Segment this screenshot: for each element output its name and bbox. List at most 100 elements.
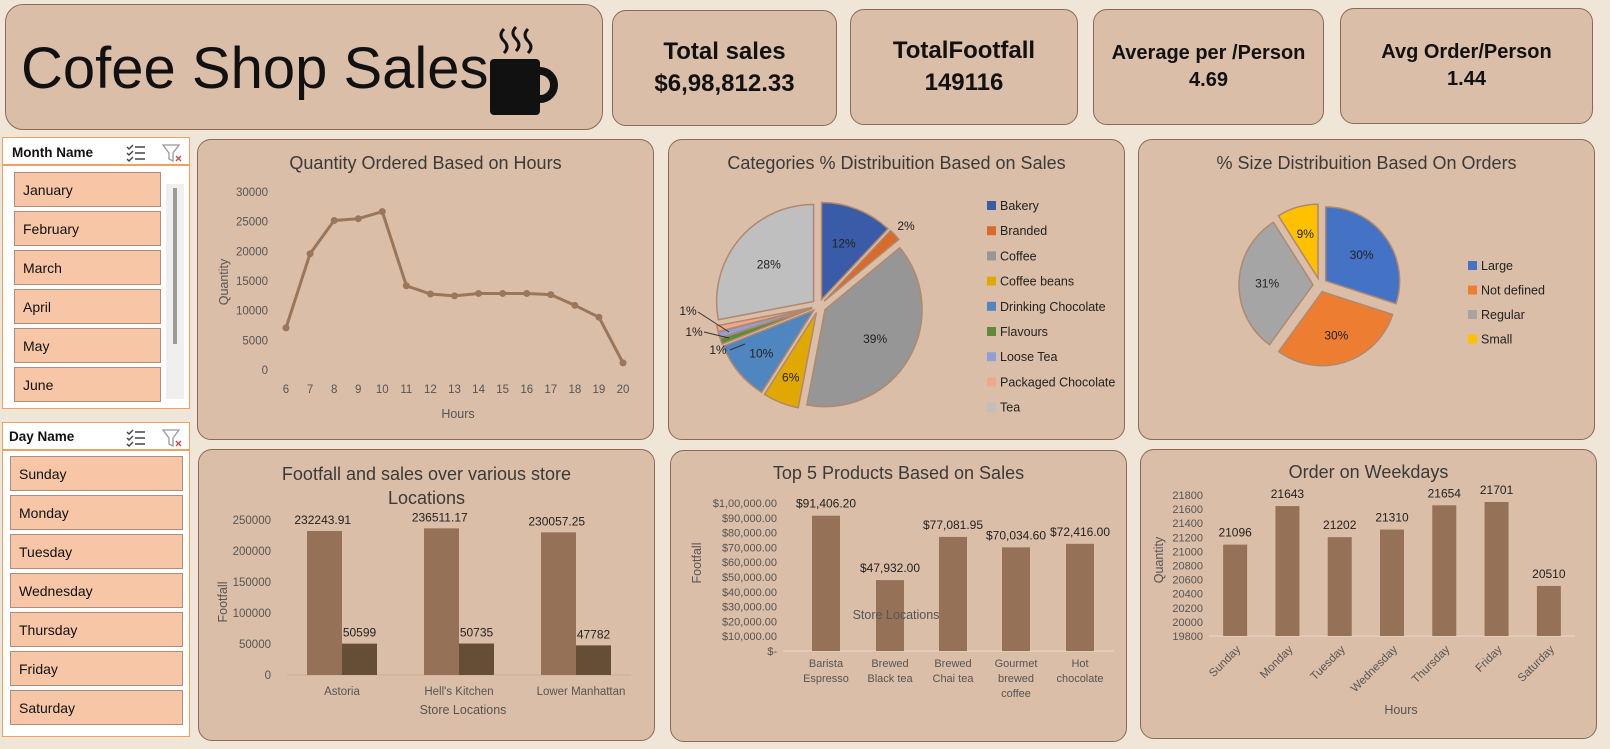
slicer-item-january[interactable]: January <box>14 172 161 207</box>
y-tick-label: 200000 <box>233 546 271 558</box>
y-tick-label: 20600 <box>1172 575 1203 587</box>
hours-chart-panel: Quantity Ordered Based on Hours 0 5000 100… <box>197 139 654 440</box>
multi-select-icon[interactable] <box>125 143 147 163</box>
multi-select-icon[interactable] <box>125 428 147 448</box>
legend-swatch <box>987 251 996 261</box>
bar-value-label: $77,081.95 <box>923 518 983 532</box>
pie-slice <box>1324 206 1401 305</box>
slice-value-label: 31% <box>1255 276 1279 290</box>
page-title: Cofee Shop Sales <box>21 36 489 101</box>
slicer-item-may[interactable]: May <box>14 328 161 363</box>
slicer-item-wednesday[interactable]: Wednesday <box>10 573 183 608</box>
y-tick-label: 21600 <box>1172 504 1203 516</box>
slicer-item-tuesday[interactable]: Tuesday <box>10 534 183 569</box>
x-axis-label: Store Locations <box>853 608 940 622</box>
chart-title: Top 5 Products Based on Sales <box>772 463 1025 483</box>
bar <box>576 645 611 675</box>
y-axis-label: Quantity <box>1152 536 1166 583</box>
data-point <box>619 359 627 367</box>
y-tick-label: 21200 <box>1172 532 1203 544</box>
kpi-value: 1.44 <box>1447 68 1486 90</box>
legend-swatch <box>987 226 996 236</box>
bar-value-label: 47782 <box>577 627 611 641</box>
legend-label: Not defined <box>1481 284 1545 298</box>
pie-slice <box>763 312 818 409</box>
x-tick-label: 9 <box>355 384 361 396</box>
x-tick-label: Thursday <box>1410 643 1453 686</box>
slicer-item-march[interactable]: March <box>14 250 161 285</box>
y-tick-label: $70,000.00 <box>722 542 777 554</box>
x-tick-label: Friday <box>1474 643 1505 674</box>
legend-label: Flavours <box>1000 325 1048 339</box>
coffee-mug-icon <box>490 25 558 115</box>
bar <box>307 531 342 675</box>
x-tick-label: 13 <box>448 384 461 396</box>
data-point <box>523 289 531 297</box>
y-tick-label: 5000 <box>242 335 268 347</box>
pie-slice <box>715 203 815 321</box>
x-tick-label: Lower Manhattan <box>537 686 626 698</box>
bar <box>1223 544 1248 636</box>
y-tick-label: 250000 <box>233 515 271 527</box>
slice-value-label: 1% <box>685 325 703 339</box>
clear-filter-icon[interactable] <box>161 427 183 449</box>
y-tick-label: 21800 <box>1172 490 1203 502</box>
kpi-average-per-person: Average per /Person 4.69 <box>1093 9 1324 125</box>
kpi-label: Avg Order/Person <box>1381 41 1552 63</box>
y-tick-label: 50000 <box>239 639 271 651</box>
x-tick-label: Wednesday <box>1349 643 1400 694</box>
pie-slice <box>1238 221 1314 346</box>
legend-swatch <box>1468 334 1477 344</box>
legend-swatch <box>987 377 996 387</box>
slicer-item-friday[interactable]: Friday <box>10 651 183 686</box>
slice-value-label: 6% <box>782 370 800 384</box>
data-point <box>282 324 290 332</box>
legend-label: Loose Tea <box>1000 350 1058 364</box>
categories-pie-chart: 12% 2% 39% 6% 10% 1% 1% 1% 28% Bakery Branded Coffe… <box>679 199 1115 415</box>
bar-value-label: $47,932.00 <box>860 561 920 575</box>
slice-value-label: 39% <box>863 332 887 346</box>
slice-value-label: 10% <box>749 347 773 361</box>
legend-label: Regular <box>1481 308 1525 322</box>
slicer-item-saturday[interactable]: Saturday <box>10 690 183 725</box>
slicer-item-sunday[interactable]: Sunday <box>10 456 183 491</box>
slicer-item-thursday[interactable]: Thursday <box>10 612 183 647</box>
y-tick-label: $80,000.00 <box>722 528 777 540</box>
clear-filter-icon[interactable] <box>161 142 183 164</box>
slicer-scrollbar[interactable] <box>166 184 184 399</box>
bar-value-label: 21096 <box>1218 526 1252 540</box>
legend-swatch <box>987 201 996 210</box>
legend-label: Drinking Chocolate <box>1000 300 1106 314</box>
legend-swatch <box>987 327 996 336</box>
kpi-total-sales: Total sales $6,98,812.33 <box>612 10 837 126</box>
x-tick-label: Tuesday <box>1308 643 1348 683</box>
pie-slice <box>1277 290 1394 367</box>
bar-value-label: 50735 <box>460 626 494 640</box>
y-tick-label: 20000 <box>236 246 268 258</box>
slicer-item-april[interactable]: April <box>14 289 161 324</box>
month-slicer-title: Month Name <box>12 145 93 160</box>
pie-slice <box>1277 203 1319 281</box>
series-line <box>284 209 625 364</box>
data-point <box>547 291 555 299</box>
y-tick-label: $90,000.00 <box>722 513 777 525</box>
bar <box>1002 547 1030 651</box>
x-tick-label: 15 <box>496 384 509 396</box>
y-tick-label: 21000 <box>1172 546 1203 558</box>
bar-value-label: 21310 <box>1375 511 1409 525</box>
chart-title: Footfall and sales over various store Lo… <box>281 464 572 508</box>
legend-swatch <box>987 402 996 412</box>
slice-value-label: 1% <box>709 343 727 357</box>
leader-line <box>729 343 746 351</box>
bar <box>342 643 377 675</box>
legend-label: Coffee <box>1000 249 1037 263</box>
kpi-label: TotalFootfall <box>892 37 1036 64</box>
bar-value-label: 236511.17 <box>412 510 468 524</box>
slicer-item-june[interactable]: June <box>14 367 161 402</box>
slicer-item-february[interactable]: February <box>14 211 161 246</box>
data-point <box>571 301 579 309</box>
y-tick-label: 19800 <box>1172 631 1203 643</box>
slicer-item-monday[interactable]: Monday <box>10 495 183 530</box>
stores-bar-chart: 0 50000 100000 150000 200000 250000 232243.91 5… <box>216 510 631 717</box>
legend-label: Coffee beans <box>1000 275 1074 289</box>
